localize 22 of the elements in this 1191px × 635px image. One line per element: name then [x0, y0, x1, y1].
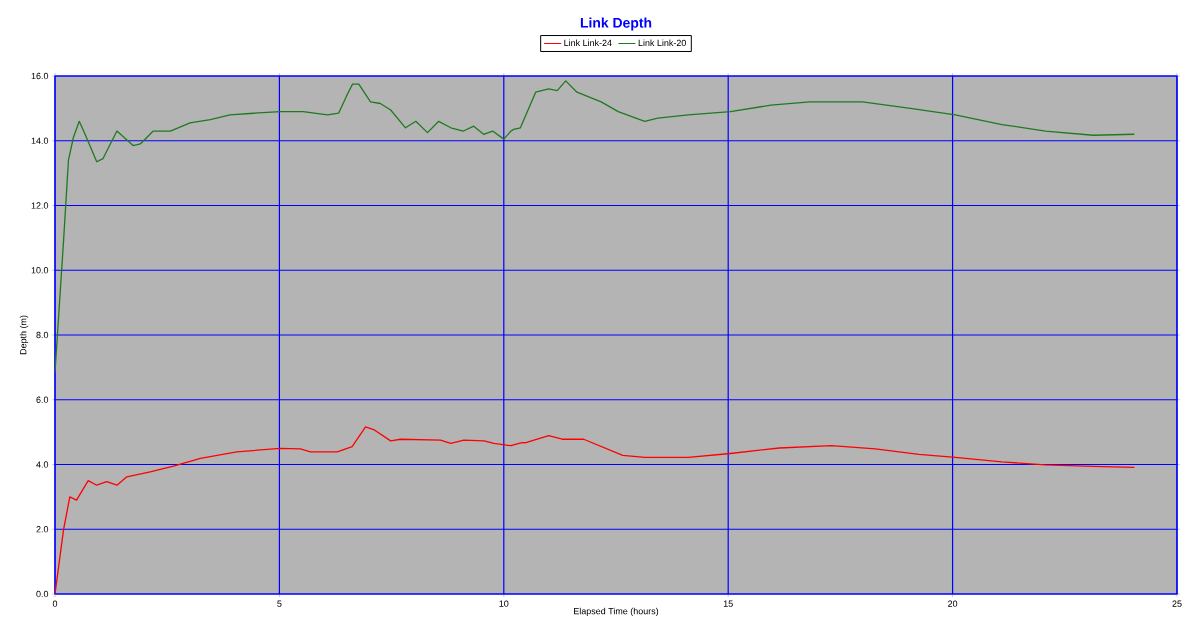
- x-axis-title: Elapsed Time (hours): [574, 607, 659, 617]
- legend-label: Link Link-24: [564, 39, 612, 47]
- x-tick-label: 20: [948, 600, 958, 607]
- y-tick-label: 14.0: [31, 137, 49, 144]
- line-series: [55, 80, 1135, 373]
- y-tick-label: 6.0: [36, 396, 49, 403]
- y-axis-title: Depth (m): [19, 315, 29, 355]
- x-tick-label: 25: [1172, 600, 1182, 607]
- y-tick-label: 8.0: [36, 331, 49, 339]
- x-tick-label: 15: [723, 600, 733, 607]
- y-tick-label: 0.0: [36, 590, 49, 598]
- y-tick-label: 4.0: [36, 461, 49, 468]
- x-tick-label: 0: [52, 600, 58, 607]
- line-series: [55, 426, 1135, 594]
- y-tick-label: 10.0: [31, 267, 49, 274]
- chart-title: Link Depth: [580, 17, 652, 31]
- y-tick-label: 12.0: [31, 202, 49, 209]
- y-tick-label: 2.0: [36, 526, 49, 533]
- legend-label: Link Link-20: [638, 39, 686, 47]
- x-tick-label: 5: [277, 600, 282, 607]
- y-tick-label: 16.0: [31, 72, 49, 80]
- x-tick-label: 10: [499, 600, 509, 607]
